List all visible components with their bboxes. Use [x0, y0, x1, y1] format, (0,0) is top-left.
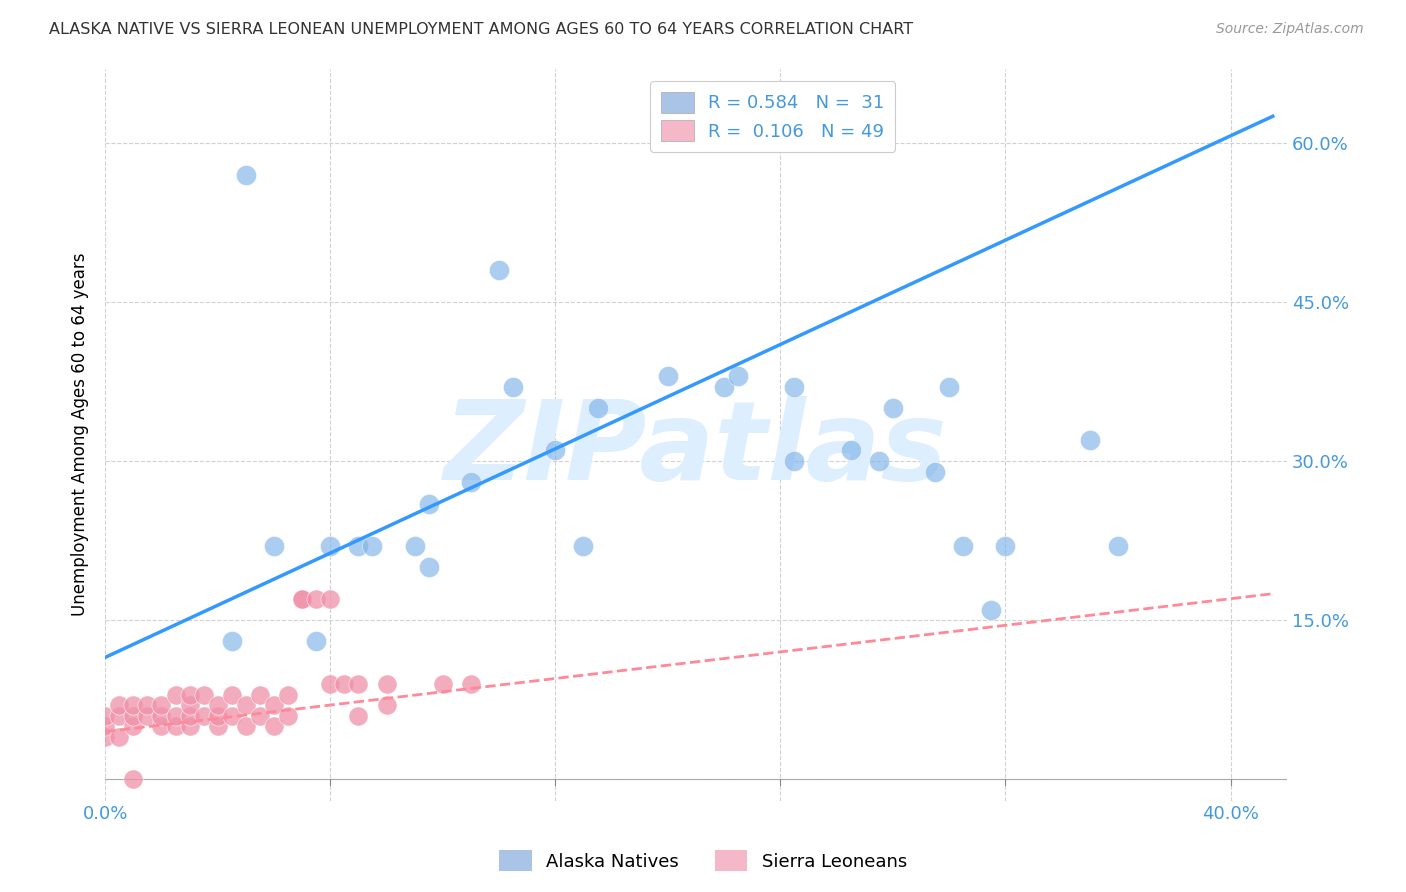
Point	[122, 708, 145, 723]
Point	[221, 634, 243, 648]
Point	[460, 475, 482, 490]
Point	[572, 539, 595, 553]
Point	[404, 539, 426, 553]
Point	[882, 401, 904, 415]
Point	[221, 708, 243, 723]
Point	[179, 708, 201, 723]
Point	[418, 497, 440, 511]
Point	[207, 698, 229, 713]
Point	[263, 539, 285, 553]
Point	[657, 369, 679, 384]
Point	[305, 592, 328, 607]
Point	[544, 443, 567, 458]
Text: ALASKA NATIVE VS SIERRA LEONEAN UNEMPLOYMENT AMONG AGES 60 TO 64 YEARS CORRELATI: ALASKA NATIVE VS SIERRA LEONEAN UNEMPLOY…	[49, 22, 914, 37]
Point	[432, 677, 454, 691]
Point	[235, 719, 257, 733]
Point	[1078, 433, 1101, 447]
Point	[952, 539, 974, 553]
Point	[713, 380, 735, 394]
Point	[375, 677, 398, 691]
Point	[727, 369, 749, 384]
Point	[263, 698, 285, 713]
Legend: Alaska Natives, Sierra Leoneans: Alaska Natives, Sierra Leoneans	[492, 843, 914, 879]
Point	[179, 698, 201, 713]
Point	[94, 730, 117, 744]
Point	[488, 263, 510, 277]
Point	[249, 688, 271, 702]
Point	[783, 380, 806, 394]
Point	[938, 380, 960, 394]
Point	[319, 539, 342, 553]
Point	[150, 698, 173, 713]
Point	[347, 677, 370, 691]
Point	[291, 592, 314, 607]
Point	[108, 708, 131, 723]
Point	[179, 688, 201, 702]
Point	[586, 401, 609, 415]
Point	[235, 698, 257, 713]
Point	[994, 539, 1017, 553]
Point	[868, 454, 890, 468]
Point	[165, 688, 187, 702]
Point	[122, 698, 145, 713]
Point	[333, 677, 356, 691]
Point	[783, 454, 806, 468]
Point	[249, 708, 271, 723]
Point	[94, 708, 117, 723]
Point	[150, 719, 173, 733]
Point	[347, 708, 370, 723]
Point	[122, 719, 145, 733]
Point	[179, 719, 201, 733]
Point	[108, 698, 131, 713]
Point	[94, 719, 117, 733]
Point	[361, 539, 384, 553]
Point	[924, 465, 946, 479]
Point	[165, 719, 187, 733]
Point	[305, 634, 328, 648]
Point	[980, 602, 1002, 616]
Point	[221, 688, 243, 702]
Legend: R = 0.584   N =  31, R =  0.106   N = 49: R = 0.584 N = 31, R = 0.106 N = 49	[651, 81, 896, 152]
Point	[502, 380, 524, 394]
Point	[165, 708, 187, 723]
Point	[150, 708, 173, 723]
Point	[108, 730, 131, 744]
Point	[263, 719, 285, 733]
Point	[418, 560, 440, 574]
Text: Source: ZipAtlas.com: Source: ZipAtlas.com	[1216, 22, 1364, 37]
Point	[319, 592, 342, 607]
Point	[277, 708, 299, 723]
Point	[460, 677, 482, 691]
Point	[375, 698, 398, 713]
Point	[207, 719, 229, 733]
Point	[235, 168, 257, 182]
Point	[319, 677, 342, 691]
Point	[347, 539, 370, 553]
Point	[136, 698, 159, 713]
Point	[122, 772, 145, 787]
Point	[193, 688, 215, 702]
Point	[1107, 539, 1129, 553]
Point	[193, 708, 215, 723]
Point	[136, 708, 159, 723]
Point	[291, 592, 314, 607]
Point	[207, 708, 229, 723]
Point	[839, 443, 862, 458]
Y-axis label: Unemployment Among Ages 60 to 64 years: Unemployment Among Ages 60 to 64 years	[72, 252, 89, 616]
Point	[277, 688, 299, 702]
Text: ZIPatlas: ZIPatlas	[444, 396, 948, 503]
